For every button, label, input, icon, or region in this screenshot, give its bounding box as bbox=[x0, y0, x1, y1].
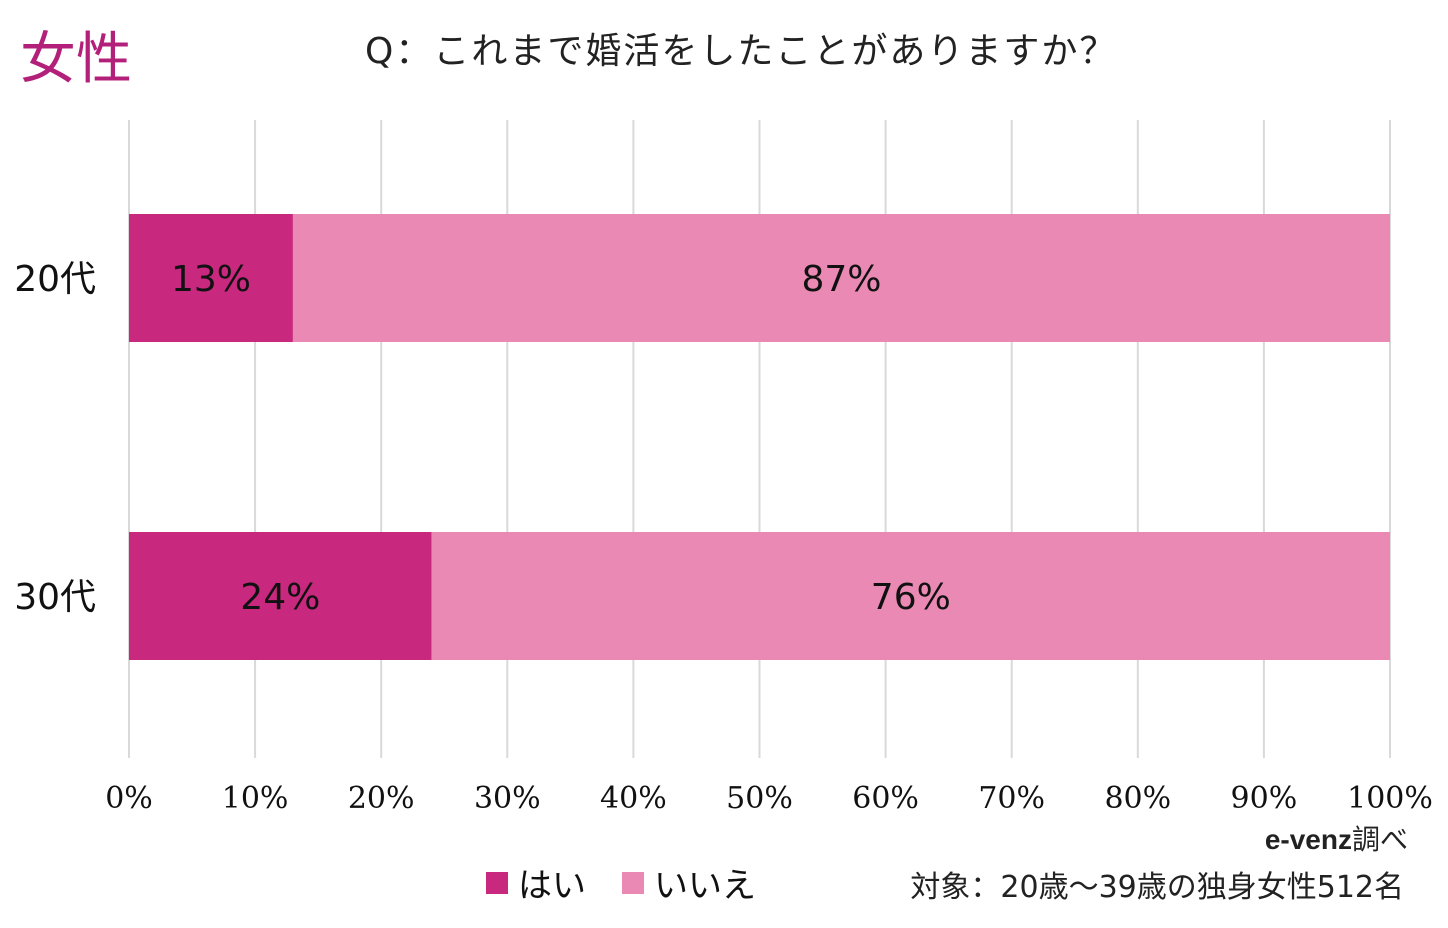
data-label: 13% bbox=[171, 259, 251, 300]
source-brand: e-venz bbox=[1264, 824, 1352, 855]
x-tick-label: 70% bbox=[978, 781, 1045, 816]
x-tick-label: 90% bbox=[1231, 781, 1298, 816]
bar-segment bbox=[431, 532, 1390, 660]
legend: はい いいえ bbox=[486, 858, 792, 907]
bars: 13% 87% 24% 76% bbox=[129, 214, 1391, 660]
x-tick-label: 0% bbox=[105, 781, 153, 816]
y-tick-label: 30代 bbox=[14, 577, 96, 618]
x-tick-label: 100% bbox=[1347, 781, 1433, 816]
x-tick-label: 30% bbox=[474, 781, 541, 816]
target-note: 対象：20歳〜39歳の独身女性512名 bbox=[910, 870, 1404, 905]
x-tick-label: 50% bbox=[726, 781, 793, 816]
legend-label-no: いいえ bbox=[654, 866, 756, 906]
bar-segment bbox=[129, 214, 293, 342]
legend-item-no: いいえ bbox=[622, 858, 756, 907]
y-tick-label: 20代 bbox=[14, 259, 96, 300]
legend-swatch-yes bbox=[486, 871, 508, 894]
x-tick-label: 80% bbox=[1104, 781, 1171, 816]
data-label: 87% bbox=[801, 259, 881, 300]
source-suffix: 調べ bbox=[1351, 823, 1408, 856]
y-axis-labels: 20代 30代 bbox=[14, 259, 96, 618]
data-label: 24% bbox=[240, 577, 320, 618]
x-axis-labels: 0% 10% 20% 30% 40% 50% 60% 70% 80% 90% 100% bbox=[105, 781, 1433, 816]
x-tick-label: 10% bbox=[222, 781, 289, 816]
chart-question: Q：これまで婚活をしたことがありますか？ bbox=[365, 31, 1118, 72]
x-tick-label: 20% bbox=[348, 781, 415, 816]
source-note: e-venz調べ bbox=[1265, 818, 1408, 858]
bar-segment bbox=[292, 214, 1391, 342]
chart-heading: 女性 bbox=[20, 27, 132, 92]
legend-item-yes: はい bbox=[486, 858, 586, 907]
bar-segment bbox=[129, 532, 432, 660]
legend-swatch-no bbox=[622, 871, 644, 894]
x-tick-label: 60% bbox=[852, 781, 919, 816]
legend-label-yes: はい bbox=[518, 866, 586, 906]
x-tick-label: 40% bbox=[600, 781, 667, 816]
data-label: 76% bbox=[871, 577, 951, 618]
